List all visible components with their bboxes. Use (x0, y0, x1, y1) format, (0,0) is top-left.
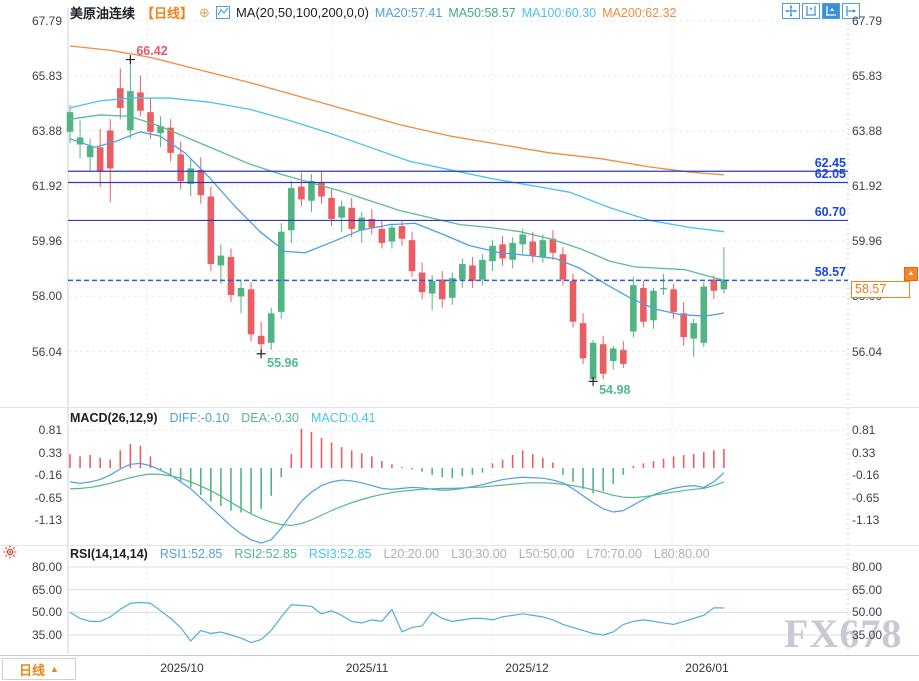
ma200-value: MA200:62.32 (602, 5, 677, 20)
indicator-settings-icon[interactable] (3, 545, 17, 564)
macd-dea-value: DEA:-0.30 (241, 411, 299, 425)
macd-axis-label-left: 0.33 (38, 445, 62, 460)
rsi-level-80: L80:80.00 (653, 547, 710, 561)
x-axis-month-label: 2026/01 (685, 661, 729, 675)
y-axis-zoom-icon[interactable] (802, 3, 820, 19)
rsi-axis-label-left: 80.00 (31, 560, 62, 574)
chart-header: 美原油连续 【日线】 ⊕ MA(20,50,100,200,0,0) MA20:… (70, 3, 676, 22)
x-axis-month-label: 2025/12 (505, 661, 549, 675)
level-line-label: 58.57 (814, 265, 846, 280)
price-axis-label-right: 56.04 (852, 344, 883, 359)
price-axis-label-left: 56.04 (31, 344, 62, 359)
rsi3-value: RSI3:52.85 (308, 547, 372, 561)
watermark: FX678 (784, 611, 903, 656)
level-line-label: 60.70 (814, 205, 846, 220)
price-axis-label-left: 63.88 (31, 123, 62, 138)
price-axis-label-left: 59.96 (31, 234, 62, 249)
rsi-level-30: L30:30.00 (451, 547, 507, 561)
pan-tool-icon[interactable] (782, 3, 800, 19)
y-axis-zoom-active-icon[interactable] (822, 3, 840, 19)
rsi2-value: RSI2:52.85 (234, 547, 297, 561)
level-line-label: 62.45 (814, 156, 846, 171)
bottom-bar: 日线 ▲ 2025/10 2025/11 2025/12 2026/01 (0, 655, 919, 681)
extreme-price-annotation: 55.96 (267, 355, 299, 370)
rsi-axis-label-right: 50.00 (852, 605, 883, 620)
shift-right-icon[interactable] (842, 3, 860, 19)
macd-axis-label-right: -1.13 (852, 513, 880, 528)
rsi-level-70: L70:70.00 (586, 547, 642, 561)
price-axis-label-left: 67.79 (31, 14, 62, 28)
rsi-axis-label-left: 50.00 (31, 605, 62, 620)
ma100-value: MA100:60.30 (521, 5, 597, 20)
macd-bar-value: MACD:0.41 (310, 411, 376, 425)
macd-axis-label-left: -1.13 (34, 513, 62, 528)
macd-header: MACD(26,12,9) DIFF:-0.10 DEA:-0.30 MACD:… (70, 411, 376, 425)
chart-toolbar (782, 3, 860, 19)
macd-title: MACD(26,12,9) (70, 411, 158, 425)
price-axis-label-left: 61.92 (31, 179, 62, 194)
extreme-price-annotation: 66.42 (136, 43, 168, 58)
macd-axis-label-right: -0.16 (852, 468, 880, 483)
x-axis-month-label: 2025/10 (160, 661, 204, 675)
rsi-title: RSI(14,14,14) (70, 547, 148, 561)
instrument-title: 美原油连续 (70, 6, 136, 21)
ma-settings-label: MA(20,50,100,200,0,0) (235, 5, 369, 20)
timeframe-selector[interactable]: 日线 ▲ (2, 658, 76, 680)
rsi-axis-label-left: 35.00 (31, 627, 62, 642)
timeframe-arrow-icon: ▲ (50, 664, 59, 674)
macd-diff-value: DIFF:-0.10 (169, 411, 230, 425)
indicator-chart-icon[interactable] (215, 6, 230, 19)
rsi1-value: RSI1:52.85 (159, 547, 223, 561)
ma20-value: MA20:57.41 (374, 5, 443, 20)
rsi-axis-label-right: 35.00 (852, 627, 883, 642)
macd-axis-label-left: -0.16 (34, 468, 62, 483)
price-axis-label-right: 67.79 (852, 14, 883, 28)
macd-axis-label-left: 0.81 (38, 423, 62, 438)
rsi-axis-label-left: 65.00 (31, 582, 62, 597)
macd-axis-label-left: -0.65 (34, 491, 62, 506)
macd-axis-label-right: 0.33 (852, 445, 876, 460)
macd-axis-label-right: -0.65 (852, 491, 880, 506)
ma50-value: MA50:58.57 (448, 5, 516, 20)
price-axis-label-right: 63.88 (852, 123, 883, 138)
timeframe-tag: 【日线】 (141, 6, 194, 21)
rsi-level-50: L50:50.00 (518, 547, 575, 561)
price-axis-label-right: 65.83 (852, 69, 883, 84)
timeframe-label: 日线 (19, 662, 46, 678)
rsi-level-20: L20:20.00 (383, 547, 440, 561)
price-axis-label-right: 59.96 (852, 234, 883, 249)
price-axis-label-left: 58.00 (31, 289, 62, 304)
price-alert-icon[interactable]: ▲ (904, 267, 918, 281)
rsi-axis-label-right: 80.00 (852, 560, 883, 574)
price-axis-label-right: 61.92 (852, 179, 883, 194)
price-axis-label-left: 65.83 (31, 69, 62, 84)
x-axis-month-label: 2025/11 (345, 661, 389, 675)
rsi-header: RSI(14,14,14) RSI1:52.85 RSI2:52.85 RSI3… (70, 547, 710, 561)
macd-axis-label-right: 0.81 (852, 423, 876, 438)
current-price-box: 58.57 (851, 281, 910, 298)
level-line-label: 62.05 (814, 167, 846, 182)
rsi-axis-label-right: 65.00 (852, 582, 883, 597)
extreme-price-annotation: 54.98 (599, 383, 631, 398)
expand-icon[interactable]: ⊕ (199, 4, 210, 20)
